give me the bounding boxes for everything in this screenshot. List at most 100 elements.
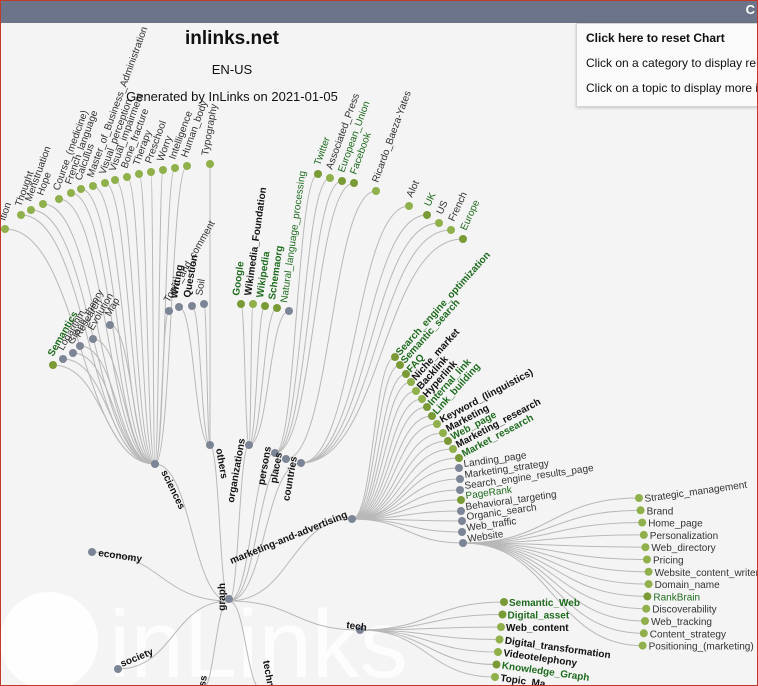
topic-node-wikimedia-foundation[interactable] — [249, 300, 257, 308]
topic-node-wikipedia[interactable] — [261, 302, 269, 310]
topic-node-ricardo-baeza-yates[interactable] — [372, 187, 380, 195]
category-node-society[interactable] — [114, 665, 122, 673]
topic-node-website[interactable] — [459, 539, 467, 547]
category-label-economy[interactable]: economy — [98, 548, 143, 565]
topic-label-uk[interactable]: UK — [423, 191, 439, 209]
topic-node-europe[interactable] — [459, 235, 467, 243]
topic-node-graph-theory[interactable] — [69, 349, 77, 357]
root-node-graph[interactable] — [225, 595, 233, 603]
topic-node-faq[interactable] — [402, 370, 410, 378]
topic-node-uk[interactable] — [423, 211, 431, 219]
topic-node-french[interactable] — [447, 226, 455, 234]
topic-label-positioning-marketing[interactable]: Positioning_(marketing) — [649, 642, 754, 653]
topic-label-alot[interactable]: Alot — [405, 179, 422, 199]
category-node-countries[interactable] — [297, 459, 305, 467]
category-node-economy[interactable] — [88, 548, 96, 556]
topic-label-brand[interactable]: Brand — [647, 506, 674, 517]
topic-node-niche-market[interactable] — [407, 378, 415, 386]
topic-node-web-tracking[interactable] — [641, 617, 649, 625]
category-node-places[interactable] — [282, 455, 290, 463]
topic-node-link-building[interactable] — [428, 412, 436, 420]
topic-node-question[interactable] — [188, 302, 196, 310]
topic-node-personalization[interactable] — [639, 530, 648, 539]
topic-label-content-strategy[interactable]: Content_strategy — [650, 629, 726, 640]
topic-node-discoverability[interactable] — [642, 604, 651, 613]
topic-node-ition[interactable] — [1, 225, 9, 233]
topic-node-topic-ma[interactable] — [491, 673, 499, 681]
topic-node-semantics[interactable] — [49, 361, 57, 369]
topic-node-hyperlink[interactable] — [418, 395, 426, 403]
topic-node-typography[interactable] — [206, 160, 214, 168]
topic-node-preschool[interactable] — [147, 168, 155, 176]
topic-node-visual-impairment[interactable] — [111, 176, 119, 184]
topic-node-digital-transformation[interactable] — [495, 635, 504, 644]
topic-node-human-body[interactable] — [183, 162, 191, 170]
category-label-ss[interactable]: ss — [197, 674, 210, 686]
topic-node-us[interactable] — [435, 219, 443, 227]
reset-chart-link[interactable]: Click here to reset Chart — [586, 31, 725, 45]
topic-node-master-of-business-administration[interactable] — [89, 182, 97, 190]
topic-label-ition[interactable]: ition — [1, 201, 14, 222]
topic-label-strategic-management[interactable]: Strategic_management — [644, 480, 748, 505]
category-label-others[interactable]: others — [213, 448, 229, 480]
topic-label-ricardo-baeza-yates[interactable]: Ricardo_Baeza-Yates — [370, 90, 413, 184]
topic-node-associated-press[interactable] — [326, 174, 334, 182]
topic-label-soil[interactable]: Soil — [194, 278, 208, 296]
topic-node-marketing-research[interactable] — [449, 445, 457, 453]
topic-node-landing-page[interactable] — [455, 464, 463, 472]
topic-label-digital-asset[interactable]: Digital_asset — [508, 611, 570, 622]
topic-label-topic-ma[interactable]: Topic_Ma — [500, 673, 547, 686]
topic-node-domain-name[interactable] — [644, 580, 653, 589]
topic-label-personalization[interactable]: Personalization — [650, 531, 718, 542]
category-node-others[interactable] — [206, 441, 214, 449]
topic-label-website[interactable]: Website — [467, 529, 505, 545]
topic-node-course-medicine[interactable] — [55, 195, 63, 203]
topic-node-content-strategy[interactable] — [639, 629, 648, 638]
topic-node-brand[interactable] — [636, 506, 645, 515]
topic-node-internal-link[interactable] — [423, 403, 431, 411]
topic-node-writing[interactable] — [175, 303, 183, 311]
topic-label-pricing[interactable]: Pricing — [653, 556, 684, 567]
topic-node-keyword-linguistics[interactable] — [433, 420, 441, 428]
topic-node-pricing[interactable] — [643, 555, 651, 564]
category-label-graph[interactable]: graph — [217, 583, 228, 611]
topic-node-map[interactable] — [106, 321, 114, 329]
category-node-organizations[interactable] — [245, 441, 253, 449]
topic-label-web-content[interactable]: Web_content — [506, 623, 569, 634]
topic-label-domain-name[interactable]: Domain_name — [655, 580, 720, 591]
topic-node-thought[interactable] — [17, 211, 25, 219]
category-node-sciences[interactable] — [151, 460, 159, 468]
topic-node-schemaorg[interactable] — [273, 304, 281, 312]
topic-node-hope[interactable] — [39, 200, 47, 208]
topic-node-backlink[interactable] — [412, 387, 420, 395]
topic-node-therapy[interactable] — [135, 170, 143, 178]
topic-node-bone-fracture[interactable] — [123, 173, 131, 181]
topic-label-us[interactable]: US — [435, 199, 451, 217]
topic-node-digital-asset[interactable] — [498, 610, 507, 619]
category-node-persons[interactable] — [271, 449, 279, 457]
topic-node-home-page[interactable] — [638, 518, 647, 527]
topic-node-twitter[interactable] — [314, 170, 322, 178]
topic-node-behavioral-targeting[interactable] — [457, 507, 465, 515]
topic-node-marketing[interactable] — [439, 429, 447, 437]
topic-node-alot[interactable] — [405, 202, 413, 210]
topic-node-semantic-web[interactable] — [500, 598, 508, 606]
topic-node-intelligence[interactable] — [171, 164, 179, 172]
category-label-tech[interactable]: tech — [346, 620, 368, 634]
topic-node-web-page[interactable] — [444, 437, 452, 445]
topic-node-calculus[interactable] — [77, 185, 85, 193]
topic-node-web-directory[interactable] — [641, 543, 650, 552]
topic-node-natural-language-processing[interactable] — [285, 307, 293, 315]
topic-node-market-research[interactable] — [455, 454, 463, 462]
topic-node-logarithm[interactable] — [59, 355, 67, 363]
topic-label-semantic-web[interactable]: Semantic_Web — [509, 598, 580, 609]
topic-node-semantic-search[interactable] — [396, 361, 404, 369]
topic-node-rankbrain[interactable] — [643, 592, 652, 601]
topic-node-web-content[interactable] — [497, 623, 505, 631]
topic-node-strategic-management[interactable] — [635, 494, 643, 502]
category-label-marketing-and-advertising[interactable]: marketing-and-advertising — [229, 510, 350, 567]
topic-node-videotelephony[interactable] — [494, 648, 502, 656]
topic-node-european-union[interactable] — [338, 177, 346, 185]
topic-node-visual-perception[interactable] — [101, 179, 109, 187]
